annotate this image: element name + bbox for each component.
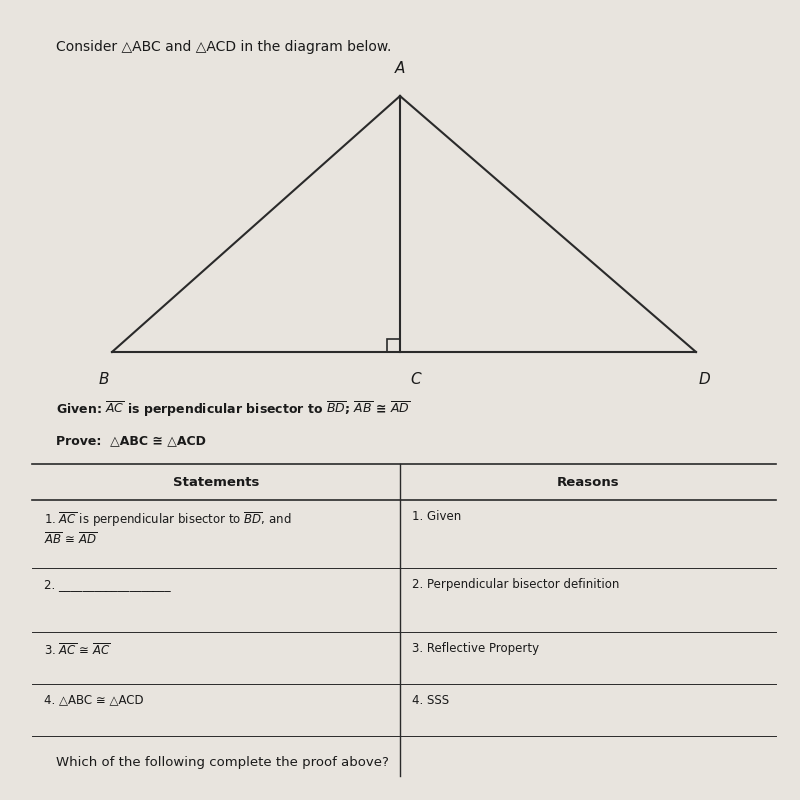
- Text: 4. SSS: 4. SSS: [412, 694, 449, 706]
- Text: Consider △ABC and △ACD in the diagram below.: Consider △ABC and △ACD in the diagram be…: [56, 40, 391, 54]
- Text: 3. $\overline{AC}$ ≅ $\overline{AC}$: 3. $\overline{AC}$ ≅ $\overline{AC}$: [44, 642, 110, 658]
- Text: 3. Reflective Property: 3. Reflective Property: [412, 642, 539, 654]
- Text: Reasons: Reasons: [557, 475, 619, 489]
- Text: Statements: Statements: [173, 475, 259, 489]
- Text: 1. Given: 1. Given: [412, 510, 462, 522]
- Text: 2. Perpendicular bisector definition: 2. Perpendicular bisector definition: [412, 578, 619, 590]
- Text: A: A: [395, 61, 405, 76]
- Text: 1. $\overline{AC}$ is perpendicular bisector to $\overline{BD}$, and
$\overline{: 1. $\overline{AC}$ is perpendicular bise…: [44, 510, 291, 547]
- Text: Given: $\overline{AC}$ is perpendicular bisector to $\overline{BD}$; $\overline{: Given: $\overline{AC}$ is perpendicular …: [56, 400, 410, 419]
- Text: Prove:  △ABC ≅ △ACD: Prove: △ABC ≅ △ACD: [56, 434, 206, 447]
- Bar: [387, 339, 400, 352]
- Text: 2. ___________________: 2. ___________________: [44, 578, 170, 590]
- Text: B: B: [98, 372, 110, 387]
- Text: Which of the following complete the proof above?: Which of the following complete the proo…: [56, 756, 389, 769]
- Text: 4. △ABC ≅ △ACD: 4. △ABC ≅ △ACD: [44, 694, 144, 706]
- Text: D: D: [698, 372, 710, 387]
- Text: C: C: [410, 372, 422, 387]
